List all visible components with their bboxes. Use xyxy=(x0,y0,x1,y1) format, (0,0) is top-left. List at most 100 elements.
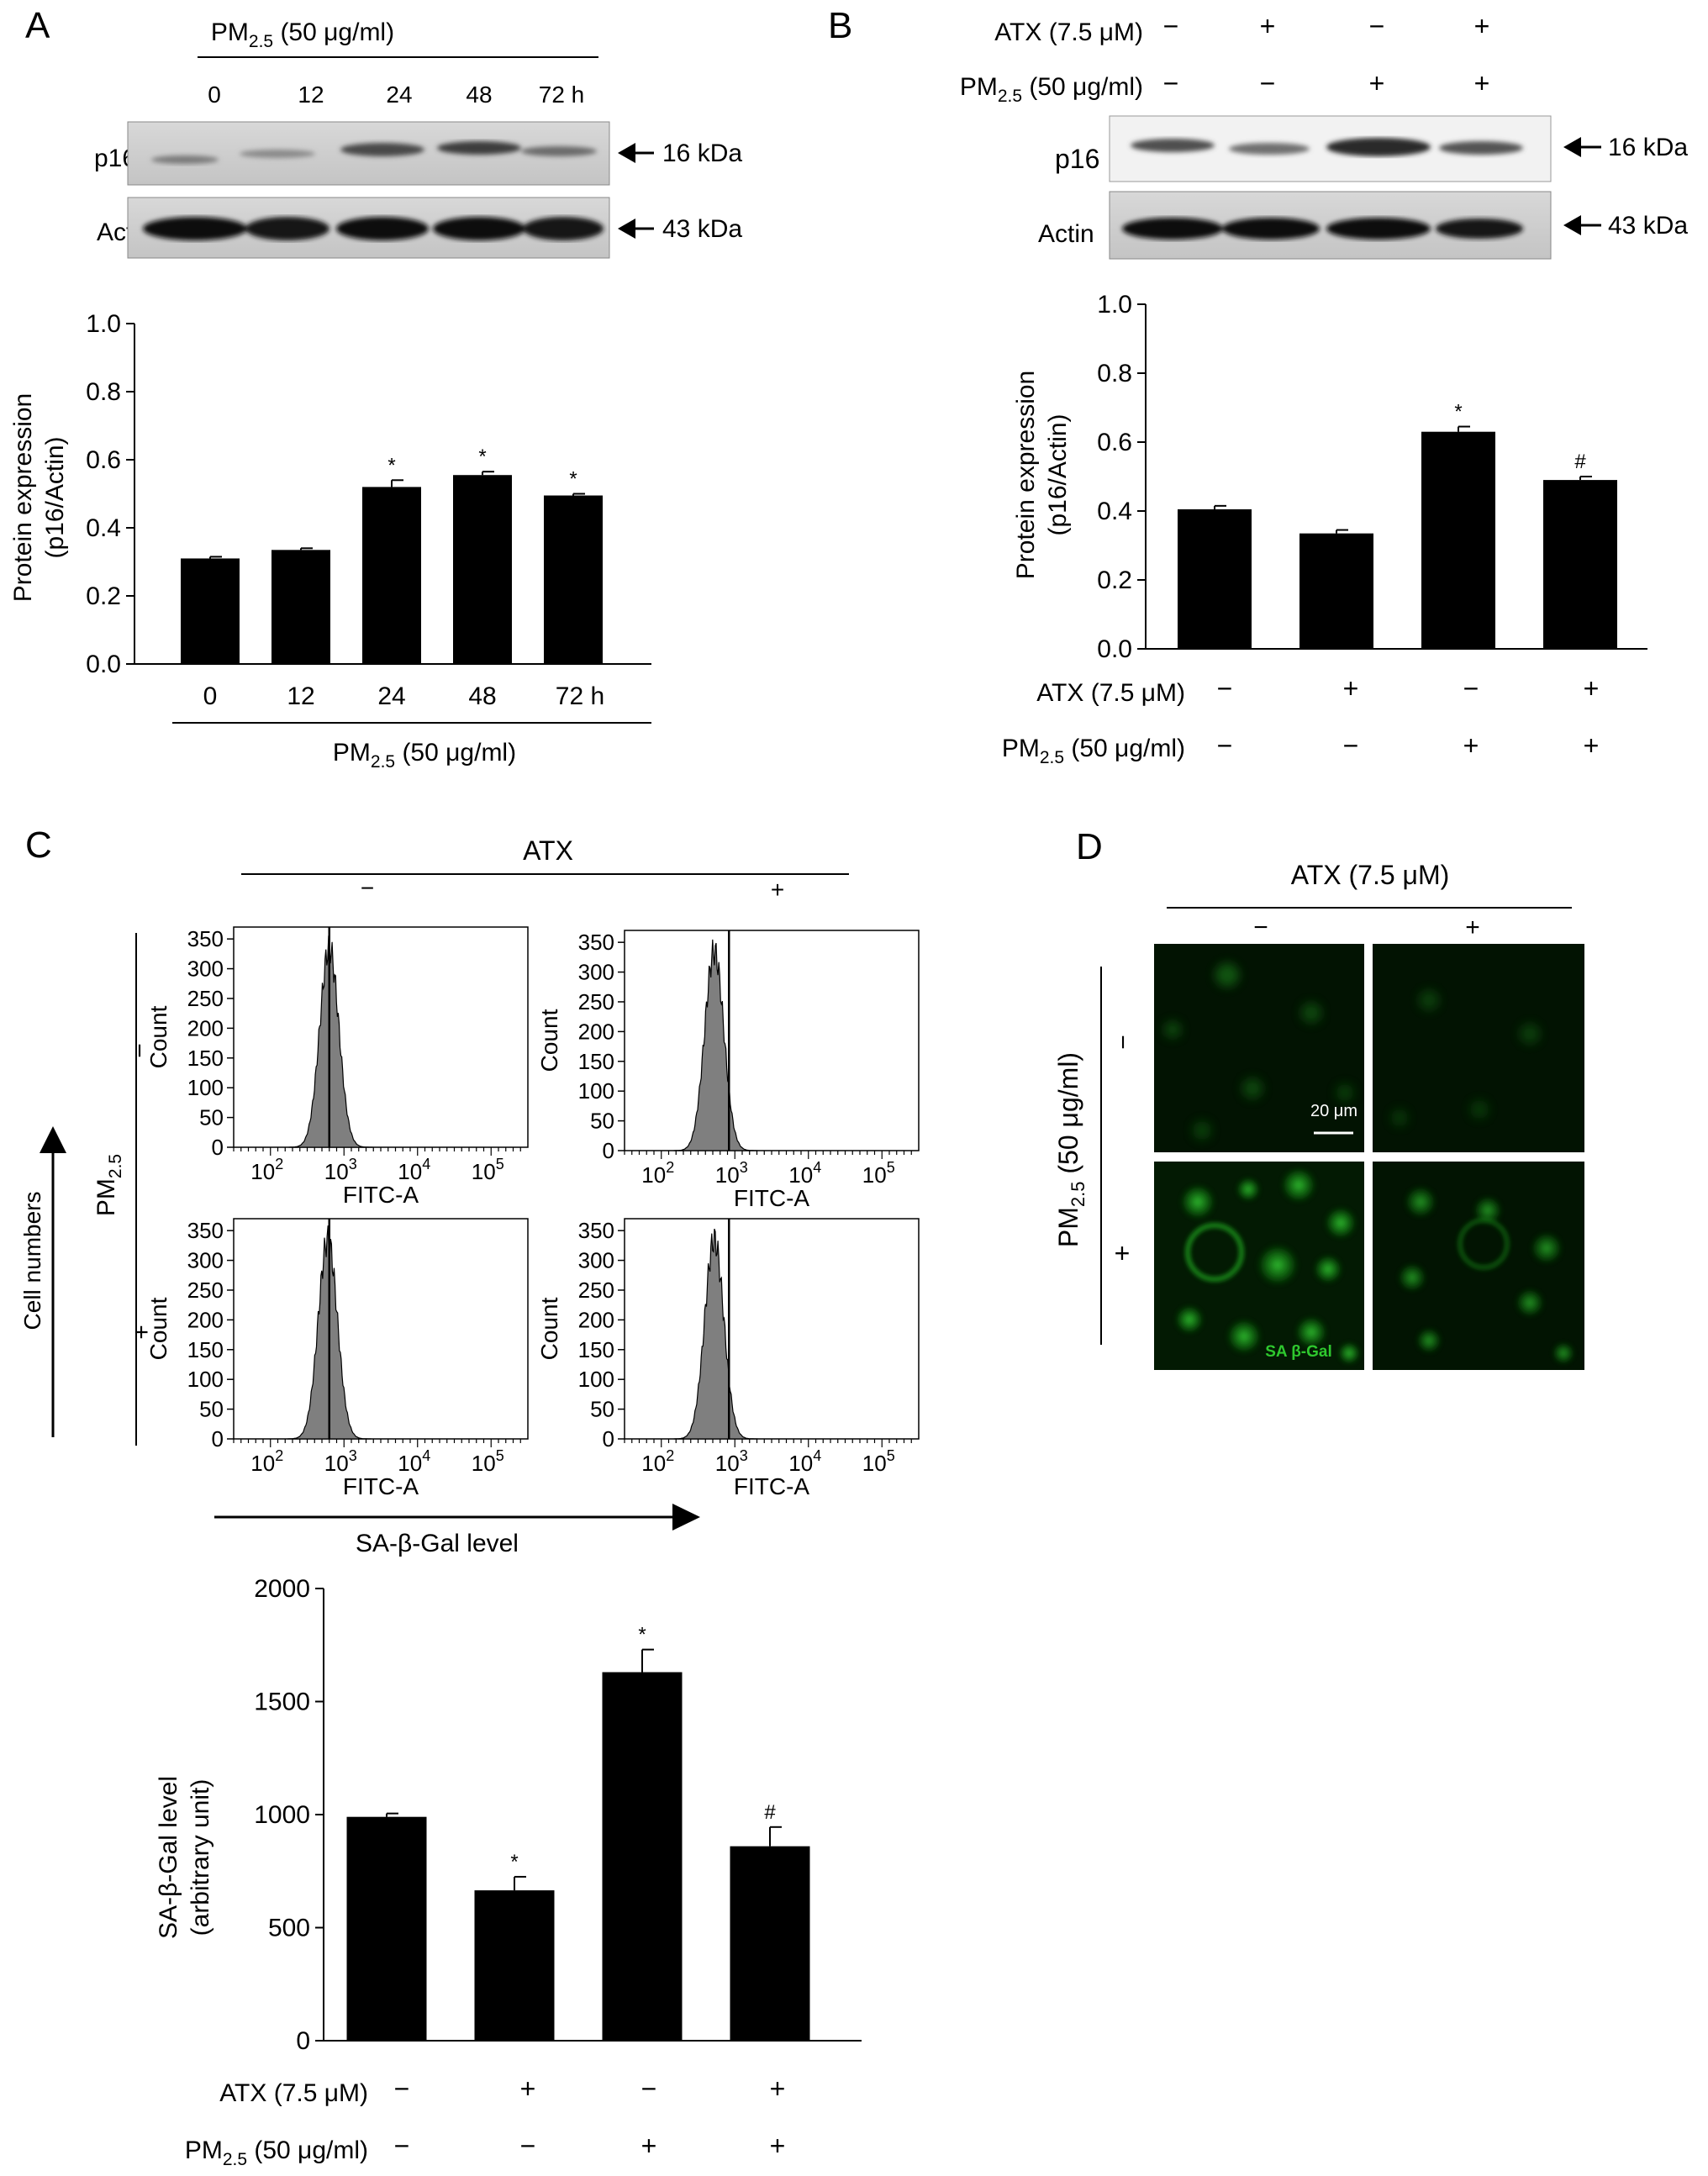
panel-b-blot-signs: − + − + − − + + xyxy=(1163,11,1490,98)
x-tick-label: 102 xyxy=(641,1159,674,1188)
panel-c-cond-atx: ATX (7.5 μM) xyxy=(219,2079,368,2107)
y-tick-label: 0 xyxy=(296,2027,310,2055)
sign: − xyxy=(1217,730,1233,761)
y-tick-label: 1.0 xyxy=(1097,291,1132,319)
y-tick-label: 100 xyxy=(578,1078,614,1104)
panel-c-pm-label: PM2.5 xyxy=(92,1154,125,1216)
panel-c-ylabel-line2: (arbitrary unit) xyxy=(187,1779,214,1936)
panel-a: A PM2.5 (50 μg/ml) 0 12 24 48 72 h p16 xyxy=(9,5,742,772)
panel-c-cell-numbers: Cell numbers xyxy=(19,1192,45,1330)
sign: − xyxy=(1369,11,1385,41)
panel-b-letter: B xyxy=(828,5,852,46)
y-tick-label: 0 xyxy=(212,1135,224,1160)
y-tick-label: 300 xyxy=(578,960,614,985)
histogram-xlabel: FITC-A xyxy=(343,1182,419,1208)
x-tick-label: 104 xyxy=(398,1447,430,1476)
y-tick-label: 50 xyxy=(199,1105,224,1130)
y-tick-label: 50 xyxy=(199,1397,224,1422)
sign: − xyxy=(1343,730,1359,761)
panel-c-cond-pm: PM2.5 (50 μg/ml) xyxy=(185,2136,368,2169)
lane-label: 72 h xyxy=(539,82,585,108)
y-tick-label: 250 xyxy=(187,986,224,1011)
sign: − xyxy=(641,2073,657,2104)
panel-b-ylabel-line2: (p16/Actin) xyxy=(1044,414,1072,535)
y-tick-label: 0.2 xyxy=(1097,566,1132,594)
panel-b-actin-bands xyxy=(1122,218,1523,240)
significance-mark: * xyxy=(569,468,577,491)
y-tick-label: 350 xyxy=(578,1218,614,1243)
panel-d-pm-plus: + xyxy=(1115,1238,1131,1268)
x-tick-label: 105 xyxy=(472,1447,504,1476)
panel-b: B ATX (7.5 μM) PM2.5 (50 μg/ml) − + − + … xyxy=(828,5,1688,767)
sign: − xyxy=(1217,673,1233,703)
sign: − xyxy=(520,2131,536,2161)
panel-c-ylabel-line1: SA-β-Gal level xyxy=(155,1776,182,1939)
panel-b-p16-label: p16 xyxy=(1055,144,1099,174)
histogram-frame xyxy=(624,1218,920,1440)
y-tick-label: 350 xyxy=(578,930,614,955)
bar xyxy=(602,1672,683,2041)
panel-a-ylabel-line2: (p16/Actin) xyxy=(41,436,69,558)
micrograph-top-left: 20 μm xyxy=(1154,944,1364,1152)
y-tick-label: 200 xyxy=(578,1307,614,1332)
y-tick-label: 300 xyxy=(187,956,224,982)
y-tick-label: 0.4 xyxy=(1097,498,1132,525)
y-tick-label: 0 xyxy=(603,1426,614,1452)
x-tick-label: 105 xyxy=(862,1159,895,1188)
panel-a-letter: A xyxy=(25,5,50,46)
y-tick-label: 250 xyxy=(578,989,614,1014)
panel-c-histograms: 0 50 100 150 200 250 300 350 102 103 104 105 FITC-A C… xyxy=(145,926,920,1499)
sign: + xyxy=(520,2073,536,2104)
arrow-icon xyxy=(618,219,654,239)
flow-histogram: 0 50 100 150 200 250 300 350 102 103 104 105 FITC-A C… xyxy=(145,1218,529,1499)
panel-a-p16-bands xyxy=(151,141,597,164)
x-tick-label: 103 xyxy=(715,1447,748,1476)
histogram-ylabel: Count xyxy=(145,1297,171,1360)
x-tick-label: 103 xyxy=(715,1159,748,1188)
y-tick-label: 250 xyxy=(578,1278,614,1303)
y-tick-label: 100 xyxy=(187,1075,224,1100)
x-tick-label: 104 xyxy=(788,1159,821,1188)
x-tick-label: 102 xyxy=(641,1447,674,1476)
panel-a-ylabel-line1: Protein expression xyxy=(9,393,37,602)
panel-c-letter: C xyxy=(25,825,52,866)
sa-level-arrow xyxy=(214,1504,700,1531)
panel-c-chart: 0 500 1000 1500 2000 * * # xyxy=(254,1575,862,2055)
y-tick-label: 50 xyxy=(590,1109,614,1134)
x-tick-label: 102 xyxy=(250,1447,283,1476)
sign: + xyxy=(1343,673,1359,703)
x-tick-label: 103 xyxy=(324,1447,357,1476)
sign: + xyxy=(1463,730,1479,761)
panel-d: D ATX (7.5 μM) − + PM2.5 (50 μg/ml) − + … xyxy=(1053,826,1584,1370)
y-tick-label: 200 xyxy=(578,1019,614,1044)
flow-histogram: 0 50 100 150 200 250 300 350 102 103 104 105 FITC-A C… xyxy=(145,926,529,1208)
y-tick-label: 0.4 xyxy=(86,514,121,542)
sign: − xyxy=(394,2073,410,2104)
bar xyxy=(1178,508,1252,649)
panel-a-p16-marker: 16 kDa xyxy=(662,140,742,167)
panel-b-p16-bands xyxy=(1131,138,1523,156)
panel-c-pm-plus: + xyxy=(128,1325,156,1340)
sign: − xyxy=(394,2131,410,2161)
bar xyxy=(271,550,330,664)
sign: + xyxy=(1474,68,1490,98)
panel-a-actin-bands xyxy=(143,217,604,240)
bar xyxy=(544,495,603,664)
lane-label: 0 xyxy=(208,82,221,108)
y-tick-label: 150 xyxy=(187,1046,224,1071)
scale-bar-label: 20 μm xyxy=(1310,1102,1357,1120)
sign: + xyxy=(1260,11,1276,41)
panel-c: C ATX − + PM2.5 − + Cell numbers 0 50 100 1… xyxy=(19,825,920,2169)
histogram-frame xyxy=(233,1218,529,1440)
significance-mark: * xyxy=(1454,401,1462,424)
panel-b-chart: 0.0 0.2 0.4 0.6 0.8 1.0 * # xyxy=(1097,291,1647,663)
bar xyxy=(362,487,421,664)
y-tick-label: 1.0 xyxy=(86,310,121,338)
sign: + xyxy=(770,2131,786,2161)
panel-b-actin-marker: 43 kDa xyxy=(1608,212,1688,240)
bar xyxy=(181,558,240,664)
x-tick-label: 12 xyxy=(287,682,314,710)
histogram-ylabel: Count xyxy=(536,1009,562,1072)
micrograph-bottom-right xyxy=(1373,1162,1584,1370)
panel-b-ylabel-line1: Protein expression xyxy=(1012,371,1040,579)
